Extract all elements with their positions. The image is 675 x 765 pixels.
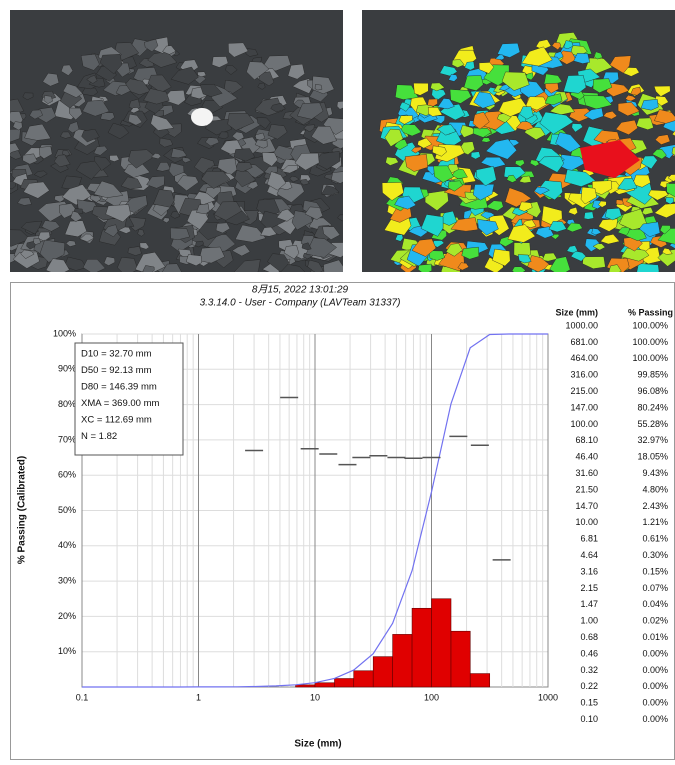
table-cell: 18.05% xyxy=(637,452,668,462)
table-cell: 0.61% xyxy=(642,534,668,544)
y-tick-label: 40% xyxy=(58,540,76,550)
histogram-bar xyxy=(373,657,392,687)
histogram-bar xyxy=(393,634,412,687)
table-cell: 0.00% xyxy=(642,665,668,675)
rock xyxy=(117,257,137,276)
table-header: % Passing xyxy=(628,307,673,317)
table-cell: 68.10 xyxy=(575,435,598,445)
stats-line: D10 = 32.70 mm xyxy=(81,349,152,360)
y-tick-label: 70% xyxy=(58,434,76,444)
y-tick-label: 50% xyxy=(58,505,76,515)
table-cell: 0.15 xyxy=(580,698,598,708)
table-cell: 99.85% xyxy=(637,370,668,380)
table-cell: 147.00 xyxy=(570,402,598,412)
rock xyxy=(616,200,624,205)
table-cell: 21.50 xyxy=(575,484,598,494)
table-cell: 100.00 xyxy=(570,419,598,429)
table-cell: 0.01% xyxy=(642,632,668,642)
table-cell: 0.04% xyxy=(642,599,668,609)
y-axis-label: % Passing (Calibrated) xyxy=(17,456,28,564)
table-cell: 96.08% xyxy=(637,386,668,396)
table-cell: 2.15 xyxy=(580,583,598,593)
table-cell: 4.80% xyxy=(642,484,668,494)
x-axis-label: Size (mm) xyxy=(294,739,341,750)
chart-subtitle: 3.3.14.0 - User - Company (LAVTeam 31337… xyxy=(200,298,401,309)
stats-line: XC = 112.69 mm xyxy=(81,415,152,426)
table-cell: 4.64 xyxy=(580,550,598,560)
table-cell: 10.00 xyxy=(575,517,598,527)
table-cell: 100.00% xyxy=(632,353,668,363)
stats-line: XMA = 369.00 mm xyxy=(81,398,159,409)
table-cell: 100.00% xyxy=(632,337,668,347)
table-cell: 32.97% xyxy=(637,435,668,445)
table-cell: 0.30% xyxy=(642,550,668,560)
y-tick-label: 100% xyxy=(53,328,76,338)
helmet xyxy=(191,108,213,126)
histogram-bar xyxy=(315,683,334,687)
y-tick-label: 10% xyxy=(58,646,76,656)
table-cell: 0.00% xyxy=(642,714,668,724)
table-cell: 1.47 xyxy=(580,599,598,609)
table-cell: 0.00% xyxy=(642,648,668,658)
y-tick-label: 80% xyxy=(58,399,76,409)
table-cell: 316.00 xyxy=(570,370,598,380)
y-tick-label: 20% xyxy=(58,611,76,621)
table-cell: 0.00% xyxy=(642,698,668,708)
histogram-bar xyxy=(412,608,431,687)
y-tick-label: 30% xyxy=(58,575,76,585)
stats-line: D80 = 146.39 mm xyxy=(81,382,157,393)
table-cell: 464.00 xyxy=(570,353,598,363)
table-cell: 0.15% xyxy=(642,566,668,576)
table-cell: 0.02% xyxy=(642,616,668,626)
y-tick-label: 90% xyxy=(58,364,76,374)
table-cell: 31.60 xyxy=(575,468,598,478)
table-cell: 14.70 xyxy=(575,501,598,511)
table-cell: 1.00 xyxy=(580,616,598,626)
x-tick-label: 0.1 xyxy=(76,692,89,702)
table-cell: 0.22 xyxy=(580,681,598,691)
stats-line: N = 1.82 xyxy=(81,431,117,442)
table-header: Size (mm) xyxy=(555,307,598,317)
table-cell: 1000.00 xyxy=(565,320,598,330)
chart-title: 8月15, 2022 13:01:29 xyxy=(252,285,349,296)
table-cell: 100.00% xyxy=(632,320,668,330)
table-cell: 3.16 xyxy=(580,566,598,576)
rock xyxy=(584,212,594,220)
histogram-bar xyxy=(432,599,451,687)
table-cell: 46.40 xyxy=(575,452,598,462)
histogram-bar xyxy=(354,671,373,687)
histogram-bar xyxy=(296,685,315,687)
table-cell: 0.07% xyxy=(642,583,668,593)
table-cell: 0.10 xyxy=(580,714,598,724)
rock xyxy=(337,101,348,109)
table-cell: 0.32 xyxy=(580,665,598,675)
histogram-bar xyxy=(470,674,489,687)
screen: 8月15, 2022 13:01:29 3.3.14.0 - User - Co… xyxy=(0,0,675,760)
table-cell: 215.00 xyxy=(570,386,598,396)
histogram-bar xyxy=(451,631,470,687)
table-cell: 80.24% xyxy=(637,402,668,412)
stats-line: D50 = 92.13 mm xyxy=(81,365,152,376)
x-tick-label: 1 xyxy=(196,692,201,702)
table-cell: 0.46 xyxy=(580,648,598,658)
histogram-bar xyxy=(334,679,353,687)
rock xyxy=(315,84,322,90)
rock xyxy=(637,263,660,279)
table-cell: 0.00% xyxy=(642,681,668,691)
table-cell: 1.21% xyxy=(642,517,668,527)
table-cell: 681.00 xyxy=(570,337,598,347)
table-cell: 0.68 xyxy=(580,632,598,642)
table-cell: 2.43% xyxy=(642,501,668,511)
x-tick-label: 1000 xyxy=(538,692,558,702)
y-tick-label: 60% xyxy=(58,470,76,480)
table-cell: 9.43% xyxy=(642,468,668,478)
x-tick-label: 100 xyxy=(424,692,439,702)
table-cell: 55.28% xyxy=(637,419,668,429)
table-cell: 6.81 xyxy=(580,534,598,544)
x-tick-label: 10 xyxy=(310,692,320,702)
rock xyxy=(418,264,432,274)
